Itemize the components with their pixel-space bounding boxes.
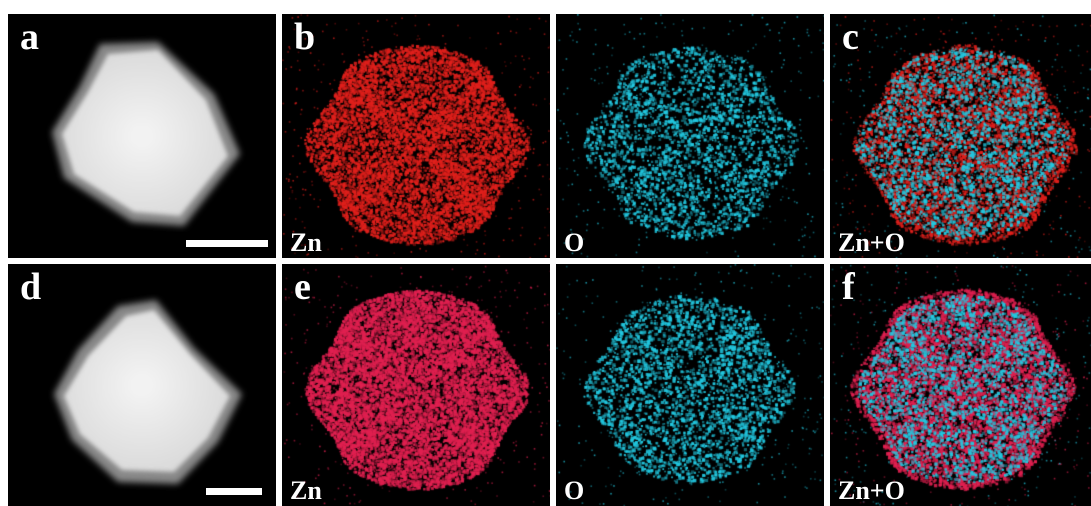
figure-grid: a b Zn O c Zn+O d e Zn O f Zn+O <box>8 14 1091 506</box>
panel-f-overlay: f Zn+O <box>830 264 1091 506</box>
overlay-map-c <box>830 14 1091 258</box>
zn-map-b <box>282 14 550 258</box>
panel-d-sem-image: d <box>8 264 276 506</box>
panel-b-zn-map: b Zn <box>282 14 550 258</box>
panel-o-map-bottom: O <box>556 264 824 506</box>
overlay-map-f <box>830 264 1091 506</box>
element-label-b: Zn <box>290 228 322 257</box>
scale-bar-d <box>206 488 262 495</box>
crystal-image-a <box>8 14 276 258</box>
element-label-o-top: O <box>564 228 585 257</box>
panel-label-d: d <box>20 266 42 308</box>
zn-map-e <box>282 264 550 506</box>
panel-label-a: a <box>20 16 39 58</box>
panel-label-b: b <box>294 16 316 58</box>
element-label-f: Zn+O <box>838 476 905 505</box>
scale-bar-a <box>186 240 268 247</box>
panel-c-overlay: c Zn+O <box>830 14 1091 258</box>
o-map-bottom <box>556 264 824 506</box>
element-label-o-bottom: O <box>564 476 585 505</box>
element-label-e: Zn <box>290 476 322 505</box>
panel-a-sem-image: a <box>8 14 276 258</box>
crystal-image-d <box>8 264 276 506</box>
panel-o-map-top: O <box>556 14 824 258</box>
panel-label-e: e <box>294 266 311 308</box>
o-map-top <box>556 14 824 258</box>
element-label-c: Zn+O <box>838 228 905 257</box>
panel-e-zn-map: e Zn <box>282 264 550 506</box>
panel-label-c: c <box>842 16 859 58</box>
panel-label-f: f <box>842 266 855 308</box>
